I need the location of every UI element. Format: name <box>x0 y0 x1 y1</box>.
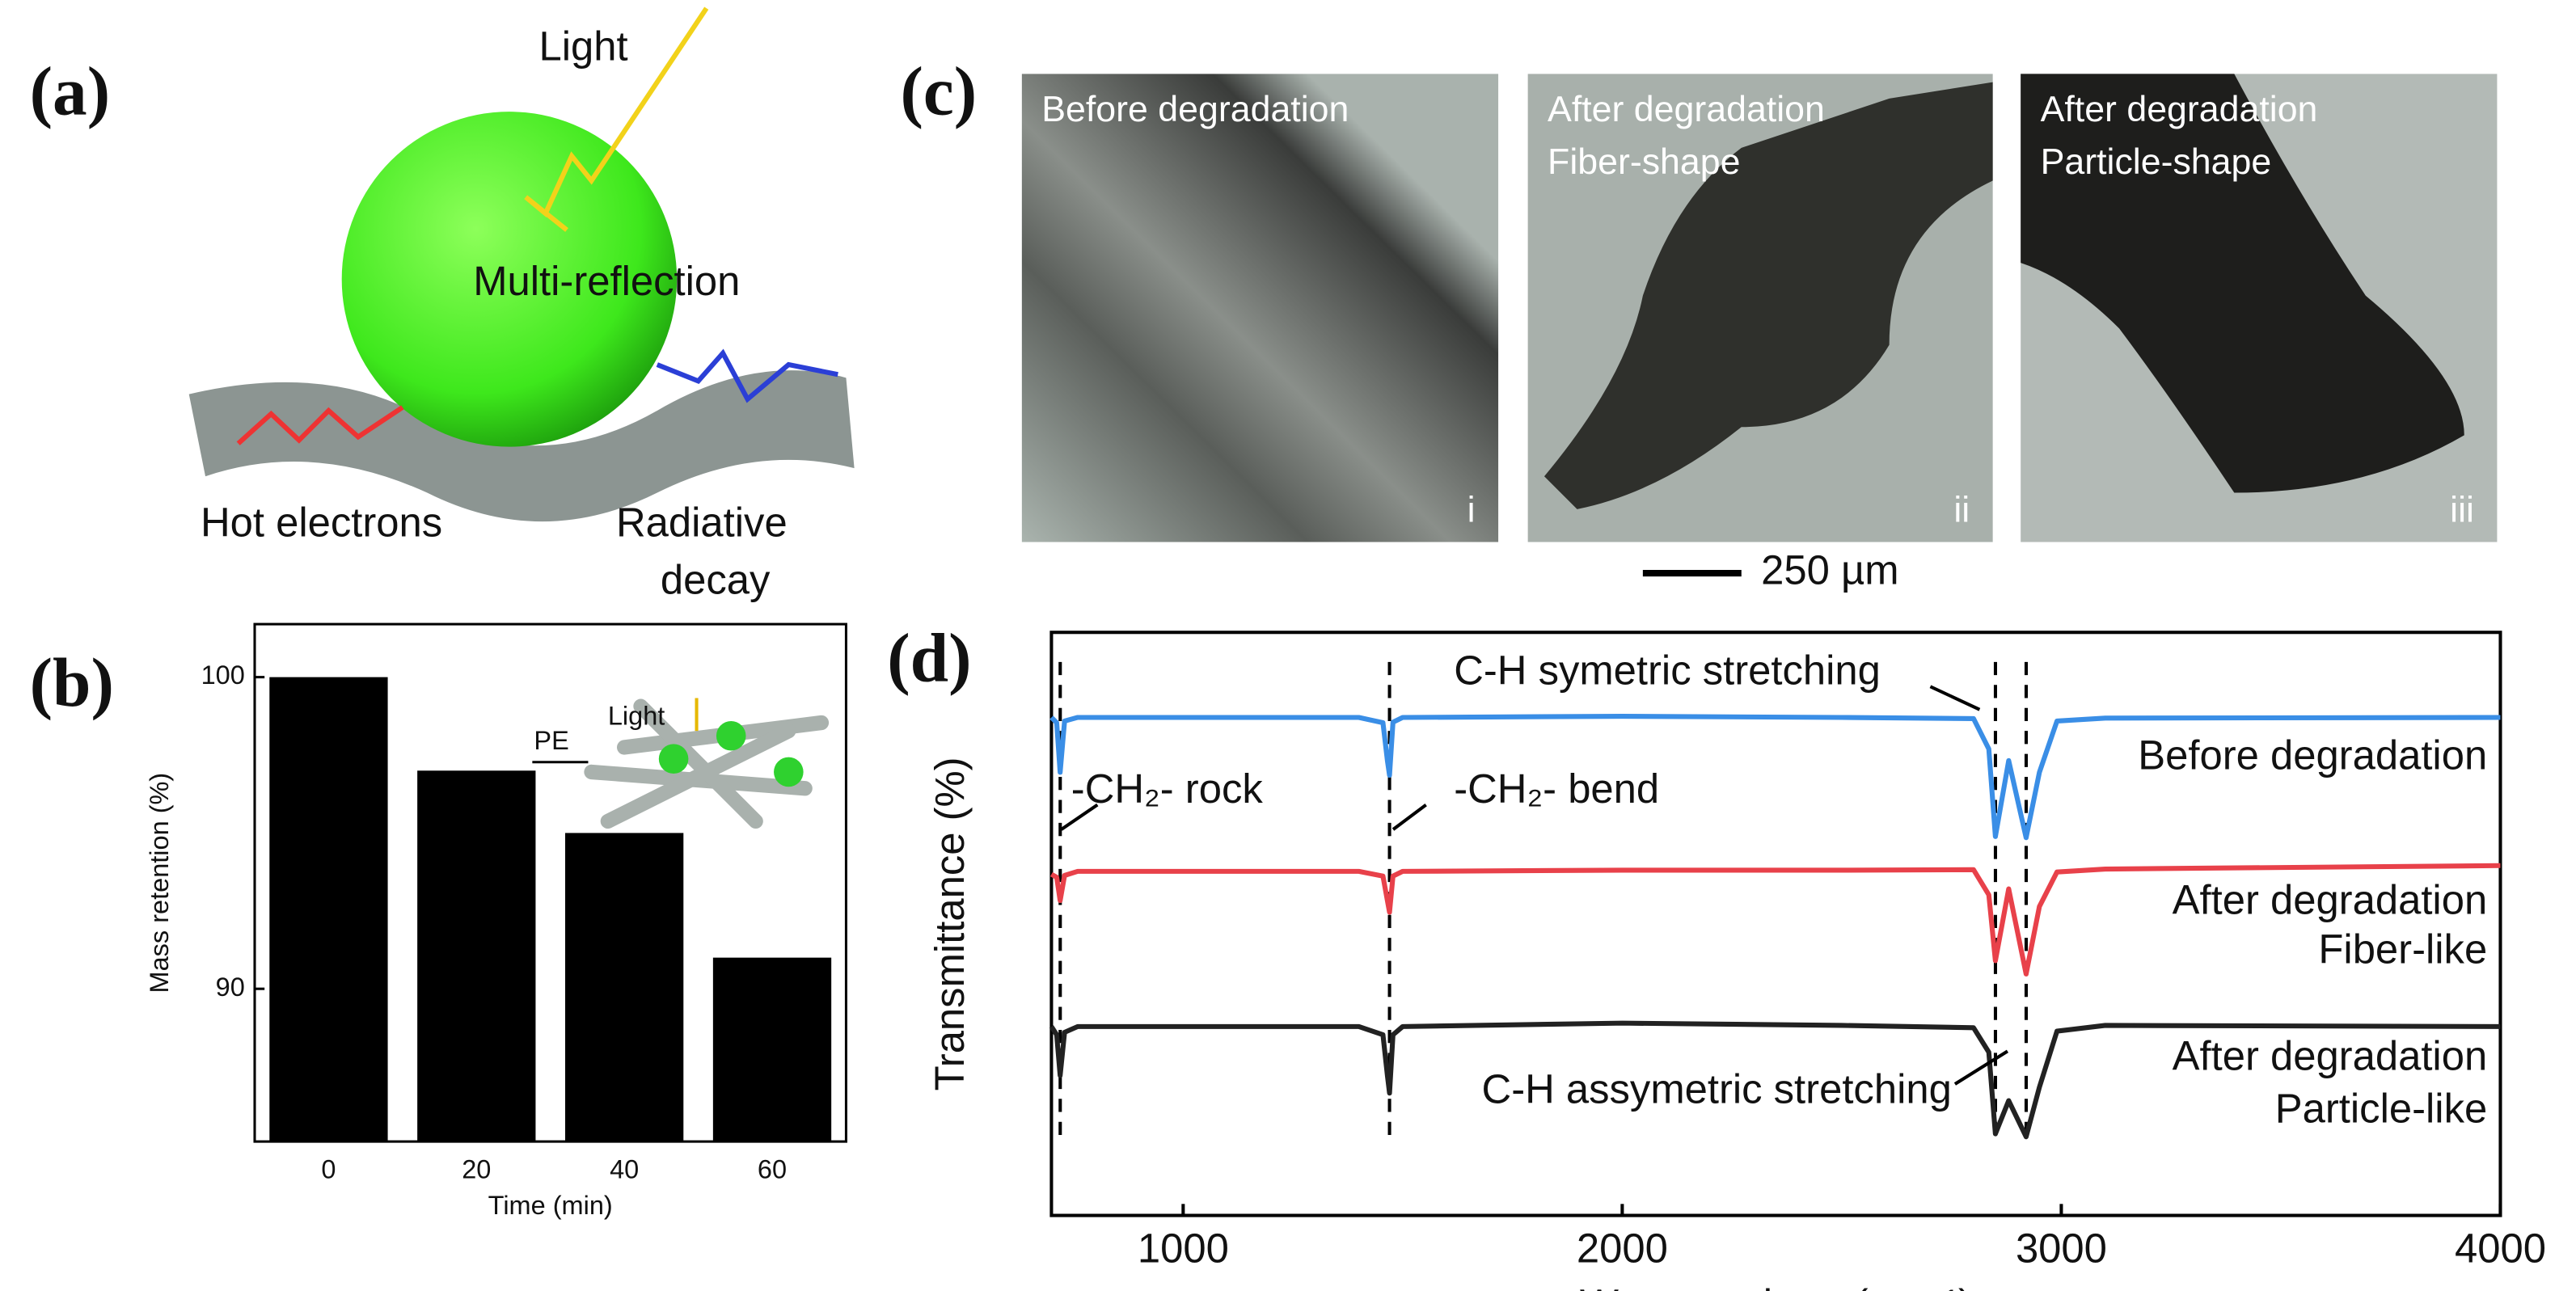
annotation-arrow <box>1929 685 1981 711</box>
inset-label: Light <box>608 701 665 730</box>
legend-line: Fiber-like <box>2318 926 2487 972</box>
annotation: C-H assymetric stretching <box>1482 1066 1952 1112</box>
x-tick-label: 0 <box>321 1154 336 1183</box>
label: Radiative <box>616 500 788 546</box>
particle <box>774 757 804 787</box>
image-numeral: ii <box>1953 491 1970 530</box>
x-tick-label: 3000 <box>2016 1226 2107 1272</box>
legend-line: After degradation <box>2173 1033 2488 1079</box>
legend-label: After degradation Particle-like <box>2173 1033 2488 1132</box>
image-numeral: iii <box>2450 491 2474 530</box>
bar <box>565 833 684 1142</box>
x-tick-label: 1000 <box>1138 1226 1229 1272</box>
x-axis-label: Wavenumbers (cm⁻¹) <box>1580 1281 1972 1291</box>
spectrum <box>1049 863 2501 977</box>
fiber <box>633 698 763 829</box>
x-axis-label: Time (min) <box>488 1191 613 1220</box>
y-axis-label: Mass retention (%) <box>145 773 174 994</box>
axes-frame <box>1049 631 2502 1217</box>
scale-label: 250 µm <box>1761 547 1898 593</box>
inset-label: PE <box>534 726 568 755</box>
spectrum <box>1049 1020 2501 1140</box>
annotation: -CH₂- bend <box>1454 766 1659 812</box>
y-axis-label: Transmittance (%) <box>927 757 973 1091</box>
bar <box>712 957 832 1142</box>
legend-label: Before degradation <box>2138 732 2487 778</box>
y-tick-label: 90 <box>216 972 245 1002</box>
illustration <box>188 6 855 522</box>
inset <box>584 698 830 829</box>
annotation-arrow <box>1953 1049 2009 1086</box>
image-label: After degradation <box>1548 90 1825 129</box>
particle <box>658 744 689 774</box>
image-label: Fiber-shape <box>1548 142 1740 182</box>
annotation-arrow <box>1060 803 1099 831</box>
spectrum <box>1049 714 2501 841</box>
panel-letter: (a) <box>30 53 110 129</box>
panel-letter: (b) <box>30 645 114 721</box>
panel-letter: (c) <box>900 53 977 129</box>
fiber <box>600 724 796 829</box>
legend-line: Particle-like <box>2275 1086 2487 1132</box>
legend-line: Before degradation <box>2138 732 2487 778</box>
specimen <box>2021 74 2464 493</box>
particle <box>716 720 746 751</box>
x-tick-label: 60 <box>758 1154 787 1183</box>
label: Multi-reflection <box>473 258 740 304</box>
image-label: Particle-shape <box>2041 142 2272 182</box>
label: Light <box>538 23 627 69</box>
image-label: Before degradation <box>1041 90 1349 129</box>
panel-letter: (d) <box>887 620 971 696</box>
x-tick-label: 20 <box>462 1154 491 1183</box>
x-tick-label: 4000 <box>2455 1226 2546 1272</box>
bar <box>269 677 388 1142</box>
axes-frame <box>253 622 847 1143</box>
annotation: C-H symetric stretching <box>1454 647 1881 693</box>
x-tick-label: 40 <box>610 1154 639 1183</box>
label: Hot electrons <box>201 500 442 546</box>
legend-label: After degradation Fiber-like <box>2173 877 2488 972</box>
bar <box>417 770 536 1142</box>
legend-line: After degradation <box>2173 877 2488 923</box>
specimen <box>1543 82 1993 509</box>
x-tick-label: 2000 <box>1577 1226 1668 1272</box>
label: decay <box>661 557 771 603</box>
micrograph <box>1021 74 1499 542</box>
y-tick-label: 100 <box>201 660 245 690</box>
image-numeral: i <box>1467 491 1476 530</box>
annotation-arrow <box>1391 803 1427 831</box>
annotation: -CH₂- rock <box>1071 766 1264 812</box>
image-label: After degradation <box>2041 90 2318 129</box>
